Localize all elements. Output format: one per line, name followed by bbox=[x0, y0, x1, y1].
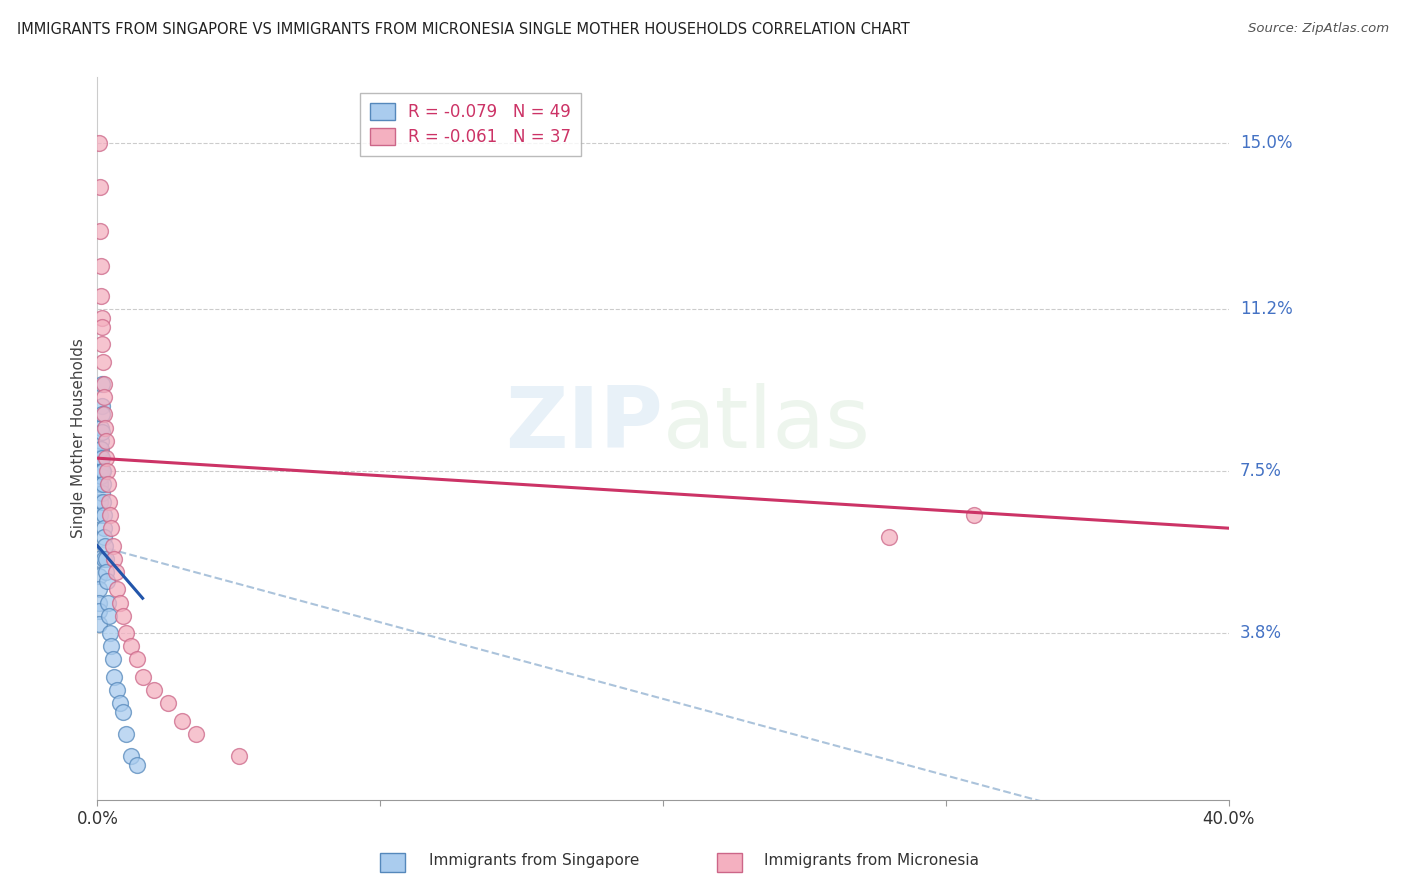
Point bbox=[90, 311, 112, 326]
Point bbox=[96, 451, 118, 466]
Point bbox=[97, 608, 120, 623]
Point bbox=[103, 670, 125, 684]
Point bbox=[94, 551, 117, 566]
Point bbox=[105, 683, 128, 698]
Point bbox=[93, 530, 115, 544]
Point bbox=[87, 604, 110, 618]
Point bbox=[91, 477, 114, 491]
Point bbox=[89, 459, 111, 474]
Text: 7.5%: 7.5% bbox=[1240, 462, 1282, 480]
Point bbox=[228, 748, 250, 763]
Text: Immigrants from Micronesia: Immigrants from Micronesia bbox=[765, 854, 979, 868]
Point bbox=[97, 596, 120, 610]
Text: Source: ZipAtlas.com: Source: ZipAtlas.com bbox=[1249, 22, 1389, 36]
Point bbox=[93, 390, 115, 404]
Point bbox=[96, 574, 118, 588]
Point bbox=[93, 376, 115, 391]
Point bbox=[131, 670, 153, 684]
Point bbox=[90, 289, 112, 303]
Point bbox=[98, 626, 121, 640]
Point bbox=[90, 451, 112, 466]
Point bbox=[94, 539, 117, 553]
Point bbox=[120, 640, 142, 654]
Point bbox=[90, 434, 112, 448]
Y-axis label: Single Mother Households: Single Mother Households bbox=[72, 339, 86, 539]
Point bbox=[89, 464, 111, 478]
Text: 3.8%: 3.8% bbox=[1240, 624, 1282, 642]
Point bbox=[87, 569, 110, 583]
Point bbox=[90, 420, 112, 434]
Point bbox=[91, 355, 114, 369]
Point bbox=[94, 434, 117, 448]
Point bbox=[90, 376, 112, 391]
Point bbox=[101, 652, 124, 666]
Point bbox=[93, 408, 115, 422]
Point bbox=[87, 617, 110, 632]
Point bbox=[90, 259, 112, 273]
Point bbox=[90, 468, 112, 483]
Point bbox=[108, 596, 131, 610]
Point bbox=[98, 508, 121, 522]
Point bbox=[879, 530, 901, 544]
Point bbox=[114, 727, 136, 741]
Point bbox=[93, 508, 115, 522]
Point bbox=[103, 551, 125, 566]
Point bbox=[90, 451, 112, 466]
Text: 15.0%: 15.0% bbox=[1240, 134, 1292, 152]
Point bbox=[89, 179, 111, 194]
Point bbox=[101, 539, 124, 553]
Point bbox=[142, 683, 165, 698]
Point bbox=[87, 582, 110, 597]
Point bbox=[93, 521, 115, 535]
Point bbox=[93, 551, 115, 566]
Point bbox=[96, 464, 118, 478]
Point bbox=[97, 495, 120, 509]
Point bbox=[91, 486, 114, 500]
Point bbox=[963, 508, 986, 522]
Point bbox=[89, 451, 111, 466]
Point bbox=[90, 442, 112, 457]
Point bbox=[87, 596, 110, 610]
Point bbox=[89, 442, 111, 457]
Point bbox=[100, 640, 122, 654]
Text: 11.2%: 11.2% bbox=[1240, 301, 1292, 318]
Point bbox=[91, 337, 114, 351]
Point bbox=[90, 319, 112, 334]
Point bbox=[90, 408, 112, 422]
Point bbox=[94, 420, 117, 434]
Point bbox=[91, 464, 114, 478]
Text: IMMIGRANTS FROM SINGAPORE VS IMMIGRANTS FROM MICRONESIA SINGLE MOTHER HOUSEHOLDS: IMMIGRANTS FROM SINGAPORE VS IMMIGRANTS … bbox=[17, 22, 910, 37]
Point bbox=[125, 757, 148, 772]
Point bbox=[89, 495, 111, 509]
Point bbox=[90, 425, 112, 439]
Text: ZIP: ZIP bbox=[505, 383, 664, 466]
Point bbox=[91, 495, 114, 509]
Point bbox=[96, 565, 118, 579]
Point bbox=[111, 608, 134, 623]
Point bbox=[111, 705, 134, 719]
Legend: R = -0.079   N = 49, R = -0.061   N = 37: R = -0.079 N = 49, R = -0.061 N = 37 bbox=[360, 93, 581, 156]
Point bbox=[89, 477, 111, 491]
Point bbox=[90, 399, 112, 413]
Text: atlas: atlas bbox=[664, 383, 872, 466]
Point bbox=[89, 477, 111, 491]
Point bbox=[108, 696, 131, 710]
Point bbox=[157, 696, 180, 710]
Point bbox=[100, 521, 122, 535]
Point bbox=[186, 727, 208, 741]
Point bbox=[120, 748, 142, 763]
Text: Immigrants from Singapore: Immigrants from Singapore bbox=[429, 854, 640, 868]
Point bbox=[97, 477, 120, 491]
Point bbox=[89, 508, 111, 522]
Point bbox=[89, 224, 111, 238]
Point bbox=[87, 136, 110, 150]
Point bbox=[105, 582, 128, 597]
Point bbox=[91, 464, 114, 478]
Point bbox=[104, 565, 127, 579]
Point bbox=[114, 626, 136, 640]
Point bbox=[125, 652, 148, 666]
Point bbox=[87, 551, 110, 566]
Point bbox=[172, 714, 194, 728]
